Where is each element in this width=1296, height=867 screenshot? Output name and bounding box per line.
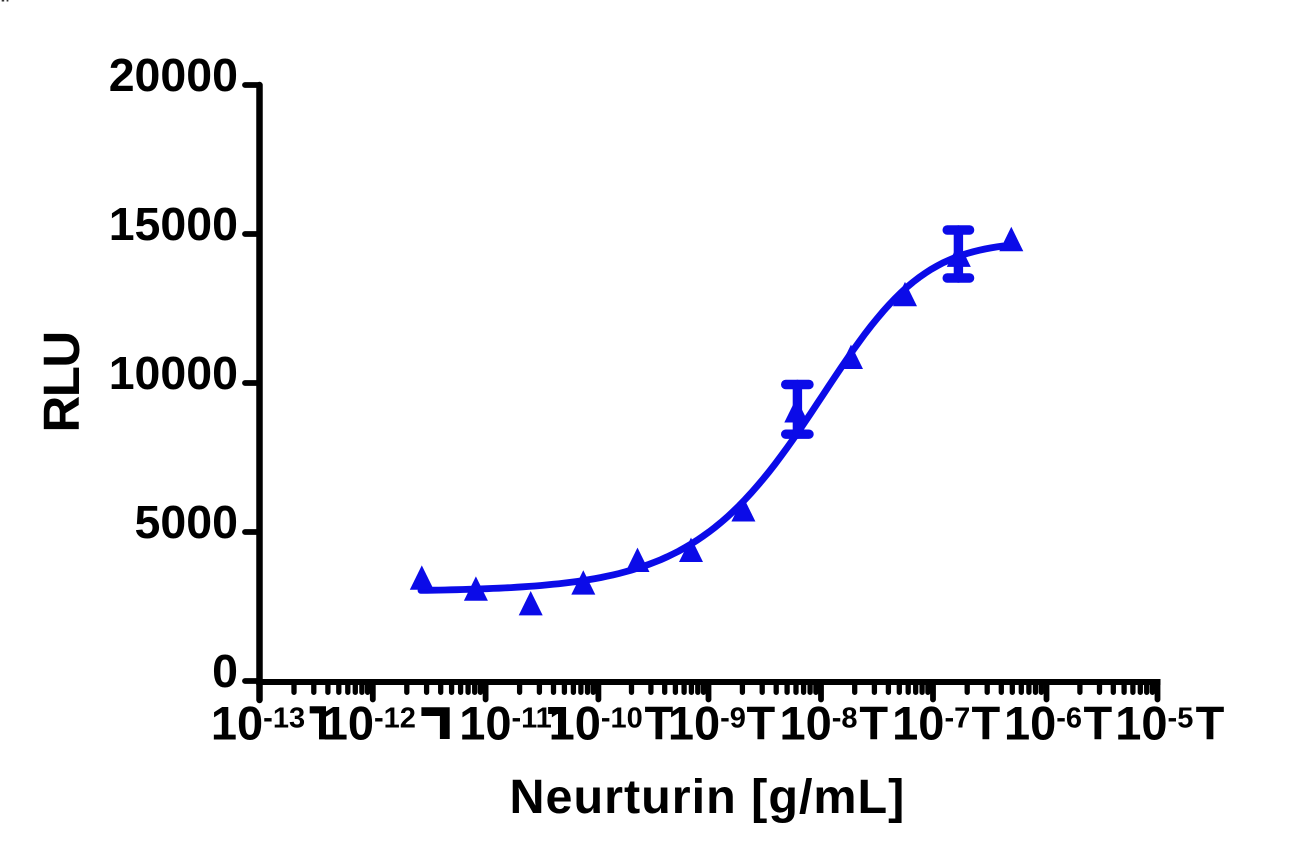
svg-text:20000: 20000 xyxy=(109,49,238,101)
svg-text:T: T xyxy=(1083,696,1112,749)
svg-text:T: T xyxy=(971,696,1000,749)
svg-text:10000: 10000 xyxy=(109,347,238,399)
svg-text:10-9: 10-9 xyxy=(668,697,746,750)
svg-text:RLU: RLU xyxy=(33,332,90,432)
svg-text:10-8: 10-8 xyxy=(779,697,857,750)
svg-text:Neurturin [g/mL]: Neurturin [g/mL] xyxy=(509,770,905,824)
svg-text:0: 0 xyxy=(212,645,238,697)
svg-text:T: T xyxy=(747,696,776,749)
svg-text:5000: 5000 xyxy=(135,496,238,548)
svg-text:T: T xyxy=(645,696,674,749)
svg-text:15000: 15000 xyxy=(109,198,238,250)
svg-text:T: T xyxy=(859,696,888,749)
svg-text:T: T xyxy=(1196,696,1225,749)
